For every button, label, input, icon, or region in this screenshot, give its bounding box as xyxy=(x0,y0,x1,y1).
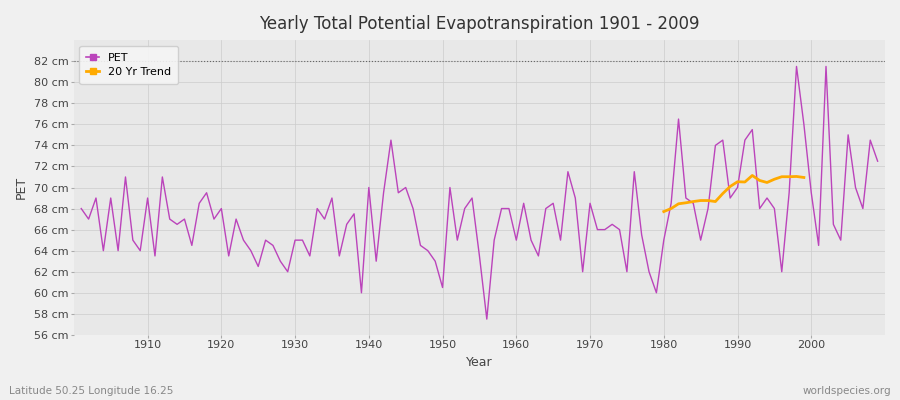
Y-axis label: PET: PET xyxy=(15,176,28,199)
Legend: PET, 20 Yr Trend: PET, 20 Yr Trend xyxy=(79,46,178,84)
Text: Latitude 50.25 Longitude 16.25: Latitude 50.25 Longitude 16.25 xyxy=(9,386,174,396)
Title: Yearly Total Potential Evapotranspiration 1901 - 2009: Yearly Total Potential Evapotranspiratio… xyxy=(259,15,699,33)
X-axis label: Year: Year xyxy=(466,356,492,369)
Text: worldspecies.org: worldspecies.org xyxy=(803,386,891,396)
